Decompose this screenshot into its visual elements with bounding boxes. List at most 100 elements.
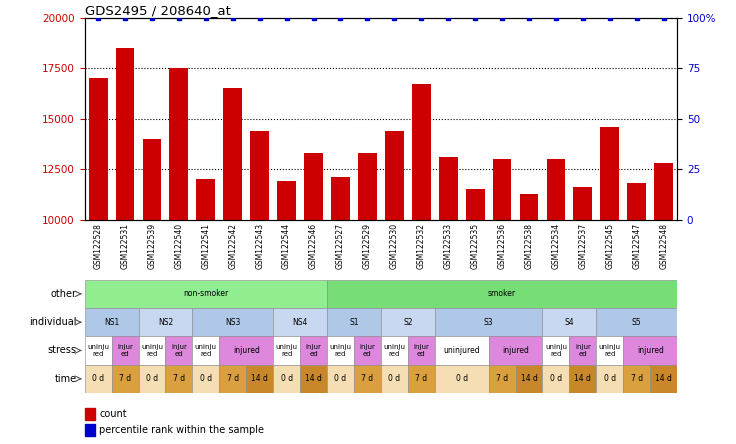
Bar xyxy=(381,308,435,337)
Bar xyxy=(192,365,219,393)
Bar xyxy=(381,337,408,365)
Bar xyxy=(654,163,673,422)
Text: 0 d: 0 d xyxy=(280,374,293,383)
Text: GSM122532: GSM122532 xyxy=(417,223,426,269)
Bar xyxy=(138,365,166,393)
Bar xyxy=(627,183,646,422)
Point xyxy=(280,14,292,21)
Text: GSM122540: GSM122540 xyxy=(174,223,183,269)
Bar xyxy=(408,337,435,365)
Text: non-smoker: non-smoker xyxy=(183,289,228,298)
Text: GSM122529: GSM122529 xyxy=(363,223,372,269)
Point xyxy=(496,14,508,21)
Bar xyxy=(623,337,677,365)
Text: GSM122544: GSM122544 xyxy=(282,223,291,269)
Text: uninjured: uninjured xyxy=(443,346,480,355)
Bar xyxy=(166,337,192,365)
Bar xyxy=(515,365,542,393)
Bar xyxy=(273,308,327,337)
Bar xyxy=(85,337,112,365)
Text: stress: stress xyxy=(48,345,77,356)
Bar xyxy=(85,408,95,420)
Bar xyxy=(573,187,592,422)
Text: S4: S4 xyxy=(565,317,574,327)
Bar xyxy=(116,48,135,422)
Bar xyxy=(412,84,431,422)
Text: S3: S3 xyxy=(484,317,493,327)
Text: injur
ed: injur ed xyxy=(414,344,429,357)
Bar xyxy=(85,424,95,436)
Text: time: time xyxy=(54,374,77,384)
Bar xyxy=(596,308,677,337)
Text: GSM122533: GSM122533 xyxy=(444,223,453,269)
Text: uninju
red: uninju red xyxy=(195,344,217,357)
Text: 14 d: 14 d xyxy=(655,374,672,383)
Bar xyxy=(273,337,300,365)
Text: S5: S5 xyxy=(632,317,642,327)
Bar xyxy=(435,337,489,365)
Text: GSM122531: GSM122531 xyxy=(121,223,130,269)
Text: 7 d: 7 d xyxy=(361,374,373,383)
Text: GSM122541: GSM122541 xyxy=(202,223,210,269)
Text: GSM122537: GSM122537 xyxy=(578,223,587,269)
Bar xyxy=(408,365,435,393)
Text: 14 d: 14 d xyxy=(520,374,537,383)
Bar xyxy=(381,365,408,393)
Text: percentile rank within the sample: percentile rank within the sample xyxy=(99,425,264,435)
Bar xyxy=(247,365,273,393)
Bar xyxy=(466,190,484,422)
Text: injur
ed: injur ed xyxy=(359,344,375,357)
Text: GSM122527: GSM122527 xyxy=(336,223,345,269)
Bar xyxy=(300,365,327,393)
Text: GDS2495 / 208640_at: GDS2495 / 208640_at xyxy=(85,4,230,16)
Bar xyxy=(304,153,323,422)
Text: injured: injured xyxy=(502,346,529,355)
Bar xyxy=(542,365,570,393)
Text: uninju
red: uninju red xyxy=(330,344,352,357)
Bar xyxy=(112,337,138,365)
Bar xyxy=(385,131,404,422)
Bar xyxy=(192,308,273,337)
Text: injur
ed: injur ed xyxy=(575,344,591,357)
Text: 7 d: 7 d xyxy=(415,374,428,383)
Text: 7 d: 7 d xyxy=(227,374,238,383)
Point xyxy=(631,14,643,21)
Text: injured: injured xyxy=(637,346,664,355)
Point xyxy=(254,14,266,21)
Point xyxy=(415,14,427,21)
Bar xyxy=(601,127,619,422)
Text: NS4: NS4 xyxy=(292,317,308,327)
Text: 14 d: 14 d xyxy=(305,374,322,383)
Bar xyxy=(327,280,677,308)
Point xyxy=(361,14,373,21)
Text: GSM122547: GSM122547 xyxy=(632,223,641,269)
Bar xyxy=(85,308,138,337)
Bar xyxy=(300,337,327,365)
Bar xyxy=(277,182,296,422)
Text: GSM122545: GSM122545 xyxy=(605,223,615,269)
Bar xyxy=(250,131,269,422)
Point xyxy=(119,14,131,21)
Text: NS3: NS3 xyxy=(225,317,241,327)
Text: 7 d: 7 d xyxy=(173,374,185,383)
Text: GSM122534: GSM122534 xyxy=(551,223,560,269)
Text: 0 d: 0 d xyxy=(550,374,562,383)
Bar xyxy=(542,337,570,365)
Text: GSM122548: GSM122548 xyxy=(659,223,668,269)
Bar xyxy=(358,153,377,422)
Bar xyxy=(112,365,138,393)
Text: other: other xyxy=(51,289,77,299)
Point xyxy=(442,14,454,21)
Point xyxy=(92,14,104,21)
Bar xyxy=(273,365,300,393)
Text: injured: injured xyxy=(233,346,260,355)
Text: GSM122538: GSM122538 xyxy=(525,223,534,269)
Text: NS1: NS1 xyxy=(104,317,119,327)
Text: injur
ed: injur ed xyxy=(171,344,187,357)
Bar xyxy=(138,337,166,365)
Bar xyxy=(327,337,354,365)
Text: S1: S1 xyxy=(349,317,358,327)
Text: 7 d: 7 d xyxy=(631,374,643,383)
Point xyxy=(335,14,347,21)
Text: uninju
red: uninju red xyxy=(87,344,109,357)
